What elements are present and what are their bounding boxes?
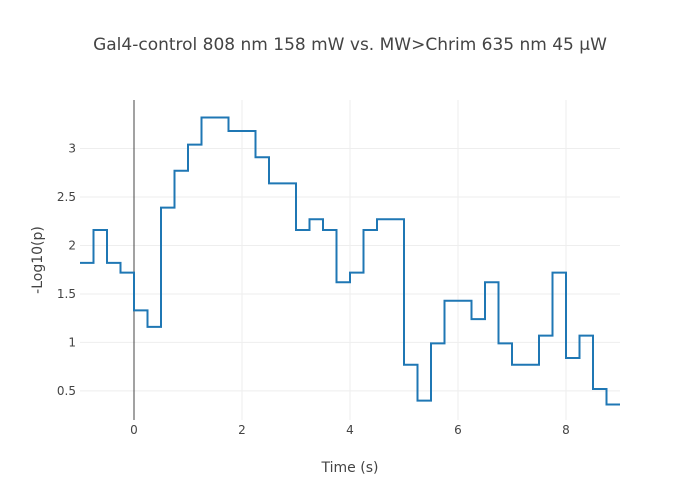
- x-axis-ticks: 0 2 4 6 8: [130, 423, 570, 437]
- grid: [80, 100, 620, 420]
- y-axis-title: -Log10(p): [30, 226, 46, 294]
- y-tick-label: 2.5: [57, 190, 76, 204]
- chart-title: Gal4-control 808 nm 158 mW vs. MW>Chrim …: [93, 35, 607, 55]
- traces: [80, 116, 620, 406]
- series-line-0: [80, 116, 620, 406]
- y-axis-ticks: 0.5 1 1.5 2 2.5 3: [57, 141, 76, 397]
- x-tick-label: 4: [346, 423, 354, 437]
- x-tick-label: 6: [454, 423, 462, 437]
- y-tick-label: 1.5: [57, 287, 76, 301]
- y-tick-label: 2: [68, 238, 76, 252]
- plot-area: 0.5 1 1.5 2 2.5 3 0 2 4 6 8: [57, 100, 620, 437]
- y-tick-label: 3: [68, 141, 76, 155]
- x-tick-label: 2: [238, 423, 246, 437]
- x-tick-label: 0: [130, 423, 138, 437]
- x-axis-title: Time (s): [321, 460, 379, 476]
- y-tick-label: 1: [68, 335, 76, 349]
- x-tick-label: 8: [562, 423, 570, 437]
- y-tick-label: 0.5: [57, 384, 76, 398]
